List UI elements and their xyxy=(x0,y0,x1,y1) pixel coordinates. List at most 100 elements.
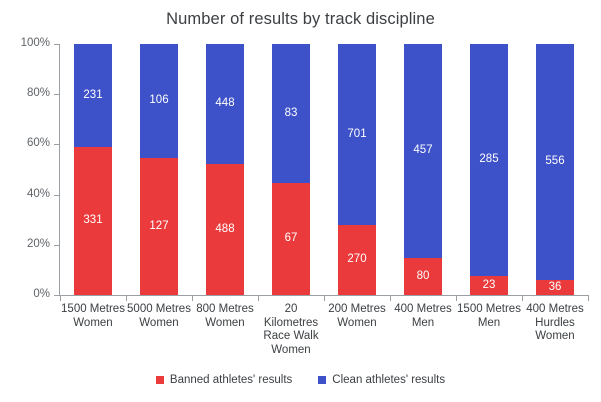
bar-segment-label: 488 xyxy=(215,222,235,235)
y-axis-tick-label: 20% xyxy=(26,237,50,250)
bar-group[interactable]: 106 127 xyxy=(140,44,178,295)
x-axis-category-label-line: 20 xyxy=(284,303,298,315)
x-axis-tick xyxy=(324,295,325,301)
bar-segment-label: 127 xyxy=(149,219,169,232)
bar-segment-label: 23 xyxy=(482,278,496,291)
legend-swatch-clean-icon xyxy=(318,376,327,384)
bar-segment-label: 270 xyxy=(347,253,367,266)
bar-segment-clean[interactable]: 231 xyxy=(74,44,112,148)
y-axis-labels: 0% 20% 40% 60% 80% 100% xyxy=(0,0,52,402)
bar-segment-clean[interactable]: 448 xyxy=(206,44,244,165)
legend-item-label: Banned athletes' results xyxy=(169,374,293,386)
bar-segment-clean[interactable]: 83 xyxy=(272,44,310,183)
bar-group[interactable]: 231 331 xyxy=(74,44,112,295)
x-axis-category-label-line: Hurdles xyxy=(535,316,575,329)
bar-segment-label: 83 xyxy=(284,106,298,119)
x-axis-category-label-line: 400 Metres xyxy=(526,303,584,315)
x-axis-category-label-line: 1500 Metres xyxy=(61,303,125,315)
x-axis-tick xyxy=(126,295,127,301)
y-axis-tick xyxy=(54,244,60,246)
x-axis-category-label: 20 Kilometres Race Walk Women xyxy=(258,303,324,357)
bar-group[interactable]: 457 80 xyxy=(404,44,442,295)
x-axis-tick xyxy=(60,295,61,301)
bar-segment-clean[interactable]: 285 xyxy=(470,44,508,277)
x-axis-category-label-line: Race Walk xyxy=(263,330,319,342)
y-axis-tick-label: 60% xyxy=(26,137,50,150)
x-axis-category-label: 200 Metres Women xyxy=(324,303,390,330)
legend-item[interactable]: Clean athletes' results xyxy=(318,374,445,386)
x-axis-tick xyxy=(522,295,523,301)
bar-group[interactable]: 285 23 xyxy=(470,44,508,295)
x-axis-category-label: 1500 Metres Women xyxy=(60,303,126,330)
bar-segment-label: 448 xyxy=(215,97,235,110)
y-axis-tick-label: 80% xyxy=(26,87,50,100)
x-axis-category-label-line: Women xyxy=(337,316,377,329)
x-axis-category-label-line: 800 Metres xyxy=(196,303,254,315)
x-axis-category-label-line: Men xyxy=(411,316,435,329)
legend-item[interactable]: Banned athletes' results xyxy=(155,374,293,386)
bar-segment-clean[interactable]: 106 xyxy=(140,44,178,159)
y-axis-tick xyxy=(54,44,60,45)
bar-segment-banned[interactable]: 67 xyxy=(272,182,310,295)
plot-area: 231 331 106 127 448 488 83 67 701 270 457 80 285 23 55… xyxy=(60,44,588,295)
x-axis-category-label-line: Women xyxy=(73,316,113,329)
x-axis-category-label-line: Women xyxy=(205,316,245,329)
bar-group[interactable]: 448 488 xyxy=(206,44,244,295)
bar-group[interactable]: 701 270 xyxy=(338,44,376,295)
y-axis-tick xyxy=(54,144,60,146)
x-axis-category-label: 400 Metres Men xyxy=(390,303,456,330)
bar-group[interactable]: 556 36 xyxy=(536,44,574,295)
bar-segment-clean[interactable]: 556 xyxy=(536,44,574,280)
x-axis-category-label: 400 Metres Hurdles Women xyxy=(522,303,588,344)
bar-segment-label: 36 xyxy=(548,280,562,293)
bar-segment-banned[interactable]: 36 xyxy=(536,279,574,295)
y-axis-tick xyxy=(54,295,60,296)
bar-segment-label: 331 xyxy=(83,214,103,227)
x-axis-category-label: 5000 Metres Women xyxy=(126,303,192,330)
y-axis-tick xyxy=(54,94,60,96)
x-axis-tick xyxy=(588,295,589,301)
bar-segment-clean[interactable]: 457 xyxy=(404,44,442,258)
x-axis-tick xyxy=(456,295,457,301)
x-axis-category-label: 800 Metres Women xyxy=(192,303,258,330)
bar-segment-label: 701 xyxy=(347,127,367,140)
bar-segment-banned[interactable]: 331 xyxy=(74,147,112,295)
x-axis-category-label-line: Women xyxy=(271,343,311,356)
x-axis-category-label-line: 5000 Metres xyxy=(127,303,191,315)
bar-segment-clean[interactable]: 701 xyxy=(338,44,376,226)
legend-swatch-banned-icon xyxy=(155,376,164,384)
y-axis-tick-label: 0% xyxy=(33,288,50,300)
x-axis-category-label: 1500 Metres Men xyxy=(456,303,522,330)
bar-segment-label: 106 xyxy=(149,94,169,107)
bar-segment-banned[interactable]: 270 xyxy=(338,225,376,295)
x-axis-category-label-line: 200 Metres xyxy=(328,303,386,315)
bar-segment-banned[interactable]: 80 xyxy=(404,257,442,295)
chart-title: Number of results by track discipline xyxy=(166,10,435,28)
chart-legend: Banned athletes' results Clean athletes' … xyxy=(0,374,601,386)
bar-segment-banned[interactable]: 127 xyxy=(140,158,178,295)
bar-segment-label: 231 xyxy=(83,88,103,101)
x-axis-category-label-line: Women xyxy=(139,316,179,329)
y-axis-tick-label: 100% xyxy=(20,37,50,49)
x-axis-tick xyxy=(192,295,193,301)
bar-segment-label: 556 xyxy=(545,155,565,168)
bar-group[interactable]: 83 67 xyxy=(272,44,310,295)
bar-segment-banned[interactable]: 488 xyxy=(206,164,244,295)
y-axis-tick-label: 40% xyxy=(26,187,50,200)
bar-segment-banned[interactable]: 23 xyxy=(470,276,508,295)
y-axis-line xyxy=(59,44,60,296)
legend-item-label: Clean athletes' results xyxy=(332,374,446,386)
y-axis-tick xyxy=(54,194,60,196)
x-axis-tick xyxy=(258,295,259,301)
bar-segment-label: 285 xyxy=(479,153,499,166)
bar-segment-label: 457 xyxy=(413,144,433,157)
bar-segment-label: 80 xyxy=(416,269,430,282)
bar-segment-label: 67 xyxy=(284,232,298,245)
x-axis-category-label-line: Men xyxy=(477,316,501,329)
x-axis-category-label-line: Women xyxy=(535,330,575,342)
x-axis-tick xyxy=(390,295,391,301)
x-axis-category-label-line: 1500 Metres xyxy=(457,303,521,315)
x-axis-category-label-line: Kilometres xyxy=(263,316,319,329)
x-axis-category-label-line: 400 Metres xyxy=(394,303,452,315)
